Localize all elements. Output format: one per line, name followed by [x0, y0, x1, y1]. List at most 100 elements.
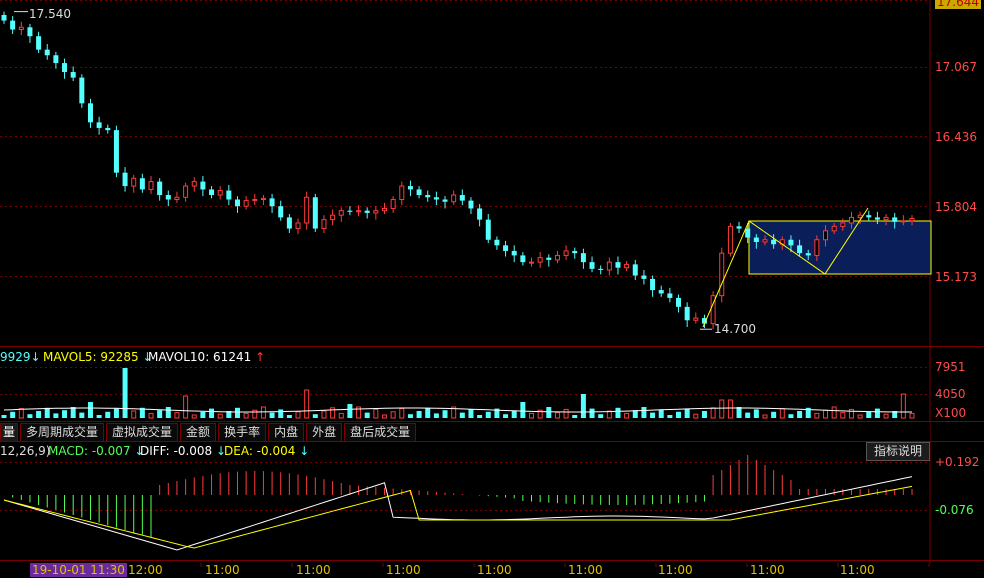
candle-body-up [191, 181, 197, 187]
candle-body-down [10, 20, 16, 30]
time-axis-label: 11:00 [568, 563, 603, 577]
candle-body-up [260, 197, 266, 201]
candle-body-up [381, 207, 387, 212]
candle-body-up [537, 257, 543, 263]
volume-bar-up [693, 413, 699, 419]
candle-body-down [459, 195, 465, 201]
volume-bar-up [191, 414, 197, 419]
candle-body-down [165, 195, 171, 200]
volume-bar-up [381, 414, 387, 419]
volume-axis-label: 7951 [935, 360, 966, 374]
volume-bar-down [27, 414, 33, 418]
volume-bar-down [157, 410, 163, 418]
candle-body-up [624, 263, 630, 269]
macd-axis-label: -0.076 [935, 503, 974, 517]
volume-bar-down [234, 407, 240, 418]
volume-bar-down [580, 394, 586, 418]
candle-body-down [70, 72, 76, 78]
time-axis-label: 11:00 [296, 563, 331, 577]
volume-bar-down [209, 408, 215, 418]
time-axis-label: 11:00 [658, 563, 693, 577]
candle-body-up [252, 199, 258, 202]
volume-bar-down [520, 402, 526, 418]
candle-body-down [892, 217, 898, 222]
tab-virtual-volume[interactable]: 虚拟成交量 [106, 423, 179, 441]
volume-bar-up [624, 412, 630, 419]
candle-body-up [814, 239, 820, 256]
candle-body-down [425, 195, 431, 198]
volume-bar-down [10, 411, 16, 418]
volume-bar-down [425, 407, 431, 418]
volume-bar-up [823, 409, 829, 419]
candle-body-up [18, 26, 24, 31]
volume-bar-up [18, 408, 24, 419]
candle-body-up [174, 196, 180, 201]
tab-turnover[interactable]: 换手率 [218, 423, 267, 441]
volume-bar-up [909, 412, 915, 419]
candle-body-up [451, 194, 457, 203]
macd-axis-label: +0.192 [935, 455, 980, 469]
candle-body-down [797, 245, 803, 254]
volume-bar-down [79, 412, 85, 418]
volume-bar-up [779, 408, 785, 419]
volume-bar-down [105, 411, 111, 418]
candle-body-up [727, 225, 733, 254]
candle-body-down [200, 181, 206, 190]
volume-bar-down [70, 407, 76, 418]
candle-body-down [503, 245, 509, 251]
tab-volume[interactable]: 量 [0, 423, 19, 441]
candle-body-down [580, 253, 586, 263]
candle-body-up [304, 196, 310, 224]
candle-body-down [468, 200, 474, 209]
volume-bar-up [840, 412, 846, 419]
high-price-label: 17.540 [29, 7, 71, 21]
tab-outer-volume[interactable]: 外盘 [306, 423, 343, 441]
time-axis-label: 11:00 [840, 563, 875, 577]
volume-bar-down [62, 410, 68, 418]
volume-bar-down [364, 412, 370, 418]
volume-bar-up [304, 389, 310, 419]
candle-body-down [658, 290, 664, 294]
time-axis-start: 19-10-01 11:30 [30, 563, 127, 577]
volume-bar-up [217, 413, 223, 419]
indicator-description-button[interactable]: 指标说明 [866, 442, 930, 461]
candle-body-down [157, 181, 163, 196]
volume-bar-up [537, 409, 543, 419]
candle-body-down [433, 197, 439, 200]
candle-body-down [632, 264, 638, 276]
volume-unit-label: X100 [935, 406, 967, 420]
candle-body-down [139, 178, 145, 190]
volume-bar-down [753, 409, 759, 418]
candle-body-down [771, 239, 777, 245]
volume-bar-up [183, 395, 189, 419]
volume-bar-up [719, 399, 725, 419]
tab-multi-period-volume[interactable]: 多周期成交量 [20, 423, 105, 441]
volume-bar-down [615, 407, 621, 418]
tab-inner-volume[interactable]: 内盘 [268, 423, 305, 441]
macd-params: 12,26,9) [0, 444, 51, 458]
volume-bar-down [771, 411, 777, 418]
volume-bar-up [554, 412, 560, 419]
volume-bar-down [684, 408, 690, 418]
candle-body-down [79, 77, 85, 104]
time-axis-label: 11:00 [750, 563, 785, 577]
indicator-tabs: 量 多周期成交量 虚拟成交量 金额 换手率 内盘 外盘 盘后成交量 [0, 423, 930, 441]
candle-body-down [684, 306, 690, 321]
zigzag-trend-line [702, 207, 869, 328]
candle-body-down [676, 297, 682, 307]
candle-body-up [848, 216, 854, 224]
tab-amount[interactable]: 金额 [180, 423, 217, 441]
candle-body-up [883, 216, 889, 221]
volume-bar-up [260, 406, 266, 419]
time-axis-label: 11:00 [205, 563, 240, 577]
dea-value: DEA: -0.004 ↓ [224, 444, 310, 458]
volume-bar-down [485, 411, 491, 418]
tab-after-hours-volume[interactable]: 盘后成交量 [344, 423, 417, 441]
volume-bar-down [874, 408, 880, 418]
price-axis-label: 16.436 [935, 130, 977, 144]
price-axis-label: 15.804 [935, 200, 977, 214]
candle-body-down [347, 210, 353, 212]
candle-body-down [745, 228, 751, 238]
